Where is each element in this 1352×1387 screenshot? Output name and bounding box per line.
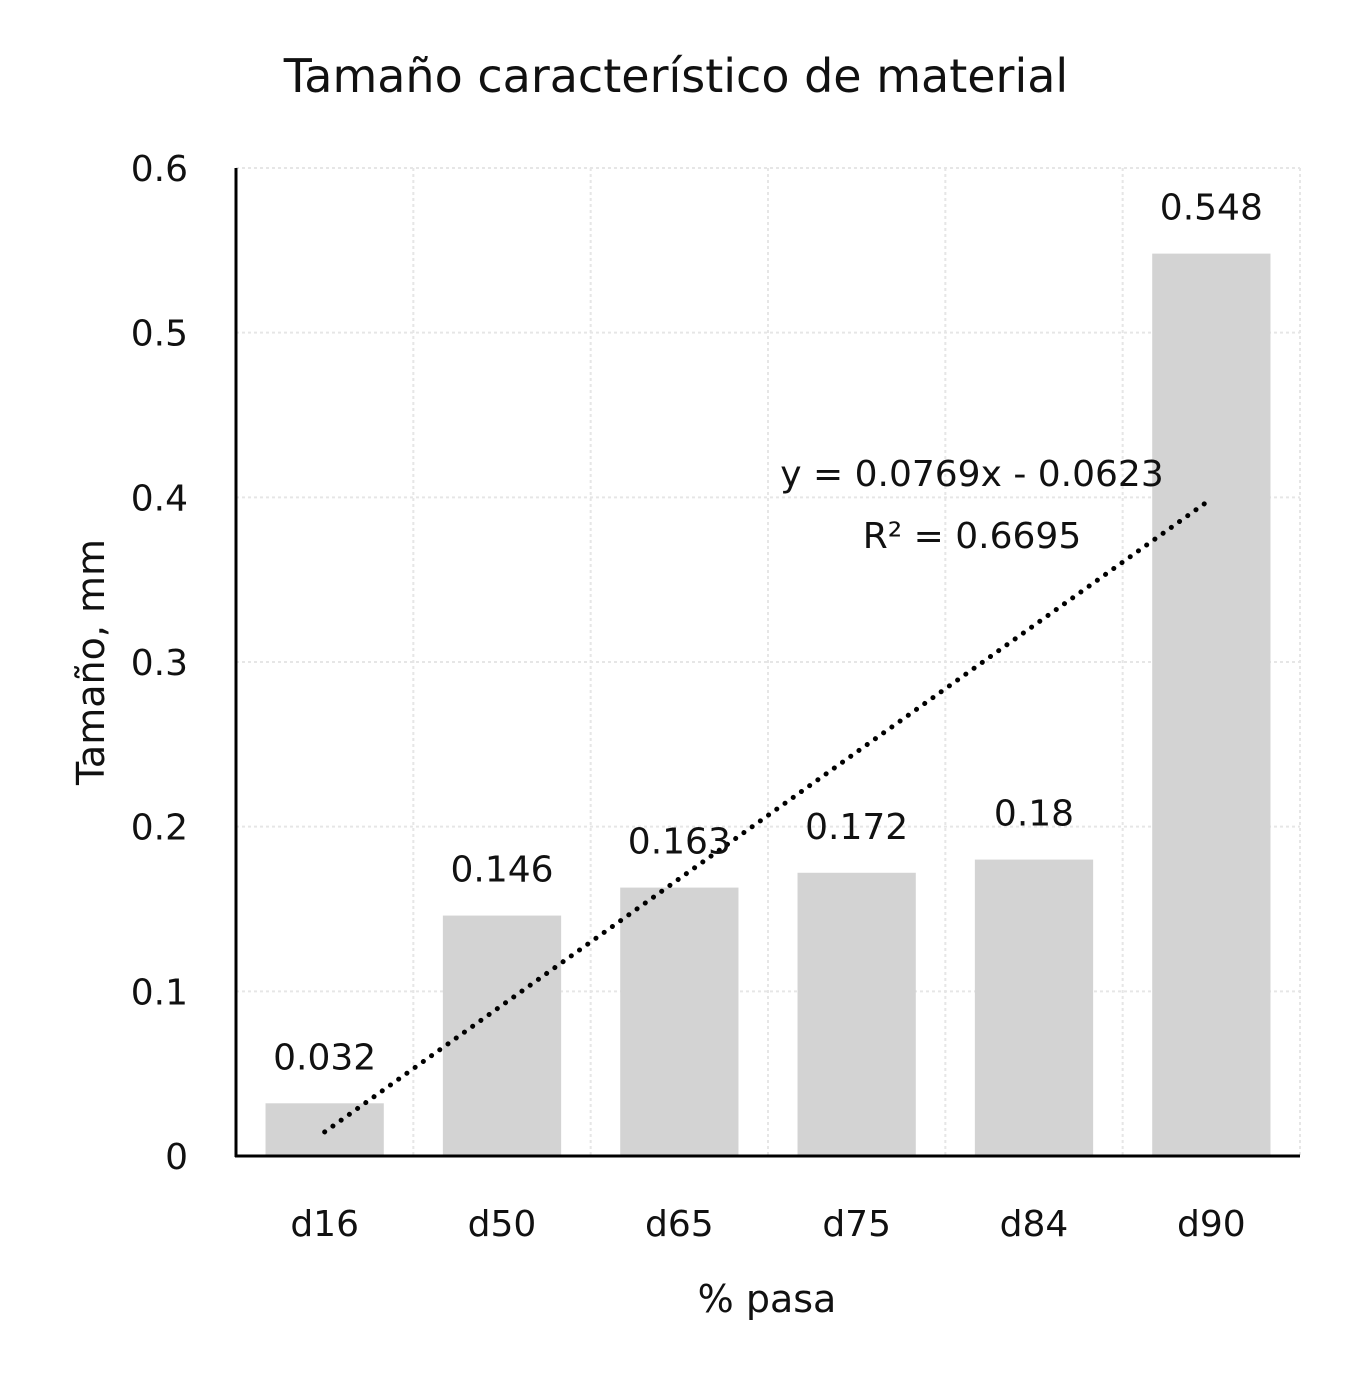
bar-d65 bbox=[620, 887, 739, 1156]
chart-title: Tamaño característico de material bbox=[283, 49, 1068, 103]
y-tick-label: 0.5 bbox=[131, 314, 188, 355]
data-label-d90: 0.548 bbox=[1160, 188, 1263, 229]
x-tick-label-d16: d16 bbox=[290, 1204, 359, 1245]
trendline-equation: y = 0.0769x - 0.0623 bbox=[780, 454, 1163, 495]
gridlines bbox=[236, 167, 1301, 1156]
bars bbox=[265, 253, 1271, 1157]
data-label-d50: 0.146 bbox=[450, 850, 553, 891]
y-axis-title: Tamaño, mm bbox=[69, 539, 113, 786]
data-labels: 0.032 0.146 0.163 0.172 0.18 0.548 bbox=[273, 188, 1263, 1079]
bar-d90 bbox=[1152, 253, 1271, 1157]
data-label-d84: 0.18 bbox=[994, 794, 1074, 835]
x-tick-label-d90: d90 bbox=[1177, 1204, 1246, 1245]
y-tick-label: 0 bbox=[165, 1137, 188, 1178]
trendline bbox=[322, 496, 1214, 1135]
data-label-d65: 0.163 bbox=[628, 822, 731, 863]
bar-d50 bbox=[442, 915, 562, 1156]
y-tick-label: 0.3 bbox=[131, 643, 188, 684]
data-label-d16: 0.032 bbox=[273, 1037, 376, 1078]
axes: 0 0.1 0.2 0.3 0.4 0.5 0.6 d16 d50 d65 d75 d84 d90 bbox=[131, 149, 1300, 1245]
x-tick-label-d65: d65 bbox=[645, 1204, 714, 1245]
x-tick-label-d50: d50 bbox=[468, 1204, 537, 1245]
y-tick-label: 0.2 bbox=[131, 808, 188, 849]
y-tick-label: 0.4 bbox=[131, 478, 188, 519]
y-tick-label: 0.6 bbox=[131, 149, 188, 190]
y-tick-label: 0.1 bbox=[131, 972, 188, 1013]
bar-d75 bbox=[797, 872, 916, 1156]
x-tick-label-d84: d84 bbox=[1000, 1204, 1069, 1245]
bar-d84 bbox=[974, 859, 1094, 1156]
x-tick-label-d75: d75 bbox=[822, 1204, 891, 1245]
trendline-group bbox=[322, 496, 1214, 1135]
x-axis-title: % pasa bbox=[698, 1277, 837, 1321]
trendline-r2: R² = 0.6695 bbox=[863, 516, 1081, 557]
data-label-d75: 0.172 bbox=[805, 807, 908, 848]
